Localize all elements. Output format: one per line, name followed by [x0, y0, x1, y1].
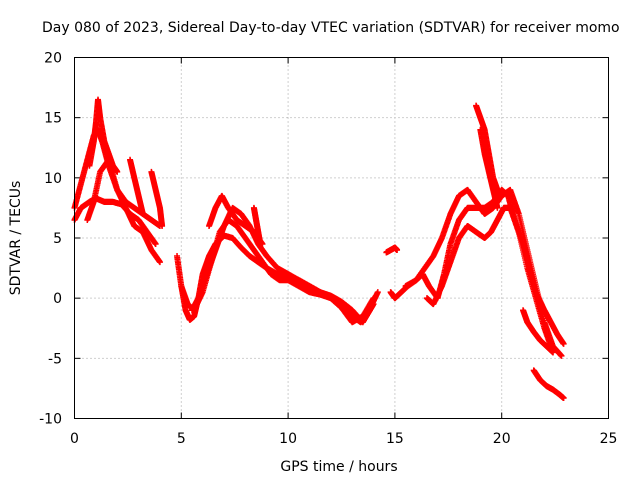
y-tick-label: 15: [44, 111, 62, 127]
data-point: [498, 192, 505, 199]
data-point: [152, 241, 159, 248]
y-axis-label: SDTVAR / TECUs: [8, 181, 24, 296]
y-tick-label: 0: [53, 291, 62, 307]
x-tick-label: 5: [177, 431, 186, 447]
series-track-f: [148, 168, 166, 229]
data-point: [257, 241, 264, 248]
series-track-e: [127, 156, 146, 217]
x-tick-label: 15: [386, 431, 404, 447]
series-track-p: [473, 102, 505, 199]
data-point: [374, 289, 381, 296]
data-point: [549, 349, 556, 356]
plot-frame: [74, 57, 609, 419]
y-tick-label: 10: [44, 171, 62, 187]
data-point: [114, 168, 121, 175]
series-track-s: [520, 307, 556, 356]
tick-labels: 0 5 10 15 20 25 -10 -5 0 5 10 15 20: [39, 51, 617, 448]
series-track-l: [383, 244, 401, 256]
data-point: [494, 204, 501, 211]
data-points: [71, 96, 567, 402]
data-point: [139, 210, 146, 217]
series-track-j: [206, 192, 266, 248]
grid-lines: [74, 57, 609, 419]
series-track-k: [250, 204, 264, 248]
data-point: [394, 247, 401, 254]
series-track-i: [188, 204, 377, 326]
series-track-r: [530, 367, 567, 402]
data-point: [560, 340, 567, 347]
series-track-d: [86, 96, 121, 175]
x-tick-label: 0: [70, 431, 79, 447]
x-tick-label: 25: [600, 431, 618, 447]
series-track-o: [423, 204, 556, 356]
y-tick-label: 5: [53, 231, 62, 247]
y-tick-label: -5: [48, 351, 62, 367]
y-tick-label: 20: [44, 51, 62, 67]
series-track-n: [402, 186, 565, 359]
data-point: [558, 352, 565, 359]
series-track-q: [477, 126, 501, 211]
x-tick-label: 20: [493, 431, 511, 447]
x-axis-label: GPS time / hours: [280, 459, 397, 475]
data-point: [560, 395, 567, 402]
data-point: [156, 259, 163, 266]
y-tick-label: -10: [39, 412, 62, 428]
chart-title: Day 080 of 2023, Sidereal Day-to-day VTE…: [42, 20, 620, 36]
data-point: [370, 301, 377, 308]
x-tick-label: 10: [279, 431, 297, 447]
data-point: [159, 222, 166, 229]
